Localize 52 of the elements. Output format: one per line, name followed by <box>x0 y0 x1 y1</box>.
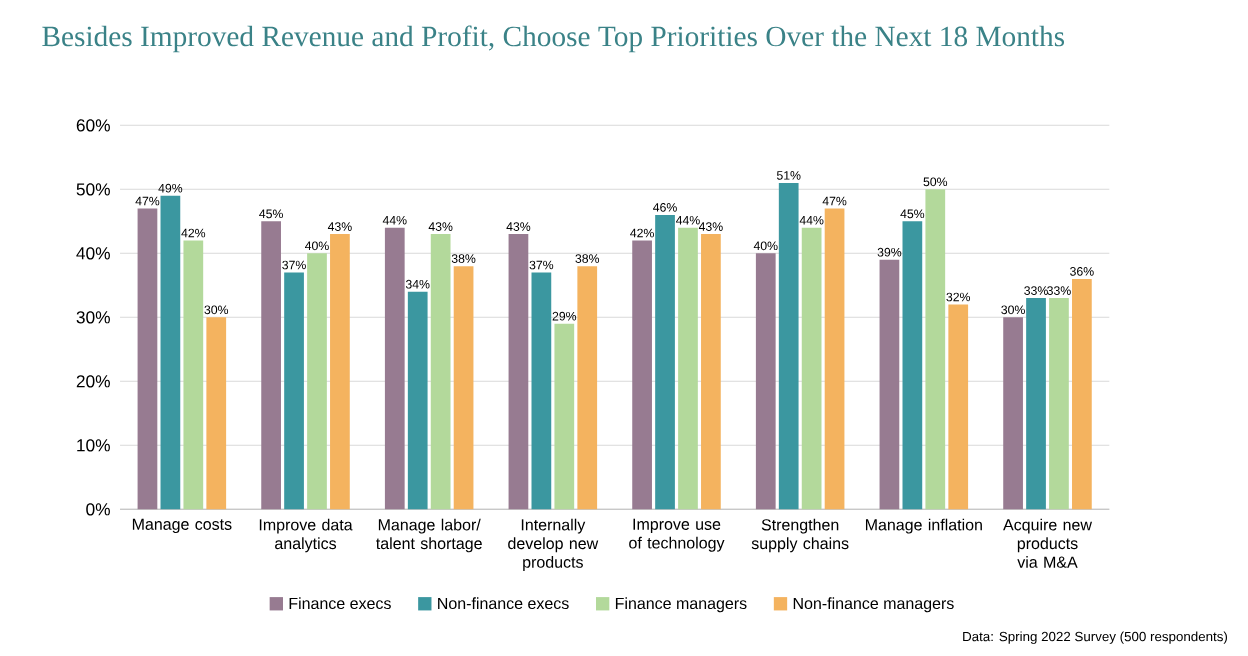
bar <box>632 240 652 510</box>
bar <box>137 208 158 510</box>
bar <box>824 208 845 510</box>
y-tick-label: 40% <box>76 247 110 260</box>
bar <box>430 234 451 510</box>
bar <box>330 234 350 510</box>
bar <box>453 266 474 510</box>
bar <box>1072 278 1092 510</box>
bar <box>879 259 900 510</box>
x-tick-label: Acquire new products via M&A <box>1003 518 1092 568</box>
y-tick-label: 20% <box>76 375 110 388</box>
bar <box>261 221 281 510</box>
bar <box>307 253 327 510</box>
legend-label: Finance managers <box>615 597 747 613</box>
bar <box>554 323 575 510</box>
legend-label: Non-finance execs <box>438 597 569 610</box>
bar <box>1049 298 1069 510</box>
y-tick-label: 30% <box>76 311 110 324</box>
x-tick-label: Improve data analytics <box>259 518 353 553</box>
x-tick-label: Manage inflation <box>865 518 982 534</box>
y-tick-label: 60% <box>76 119 110 132</box>
bar <box>1003 317 1023 510</box>
legend-label: Finance execs <box>289 597 391 610</box>
bar <box>701 234 721 510</box>
bar <box>508 234 529 510</box>
bar <box>1026 298 1046 510</box>
bar <box>678 227 698 510</box>
y-tick-label: 50% <box>76 183 110 196</box>
x-tick-label: Manage costs <box>132 518 232 534</box>
bar <box>160 195 181 510</box>
x-tick-label: Strengthen supply chains <box>751 518 849 553</box>
bar <box>206 317 227 510</box>
bar <box>407 291 428 510</box>
bar <box>755 253 776 510</box>
y-tick-label: 10% <box>77 439 110 452</box>
bar <box>778 182 799 510</box>
x-tick-label: Manage labor/ talent shortage <box>376 518 482 553</box>
bar <box>948 304 969 510</box>
bar <box>183 240 204 510</box>
bar <box>384 227 405 510</box>
bar <box>531 272 552 510</box>
y-tick-label: 0% <box>86 503 110 516</box>
x-tick-label: Internally develop new products <box>508 518 599 571</box>
legend-label: Non-finance managers <box>793 597 954 613</box>
bar <box>902 221 923 510</box>
x-tick-label: Improve use of technology <box>629 518 725 552</box>
bar <box>655 214 675 510</box>
chart-title: Besides Improved Revenue and Profit, Choose Top Priorities Over the Next 18 Months <box>42 25 1065 53</box>
bar <box>284 272 304 510</box>
bar <box>577 266 598 510</box>
bar <box>925 189 946 510</box>
bar <box>801 227 822 510</box>
